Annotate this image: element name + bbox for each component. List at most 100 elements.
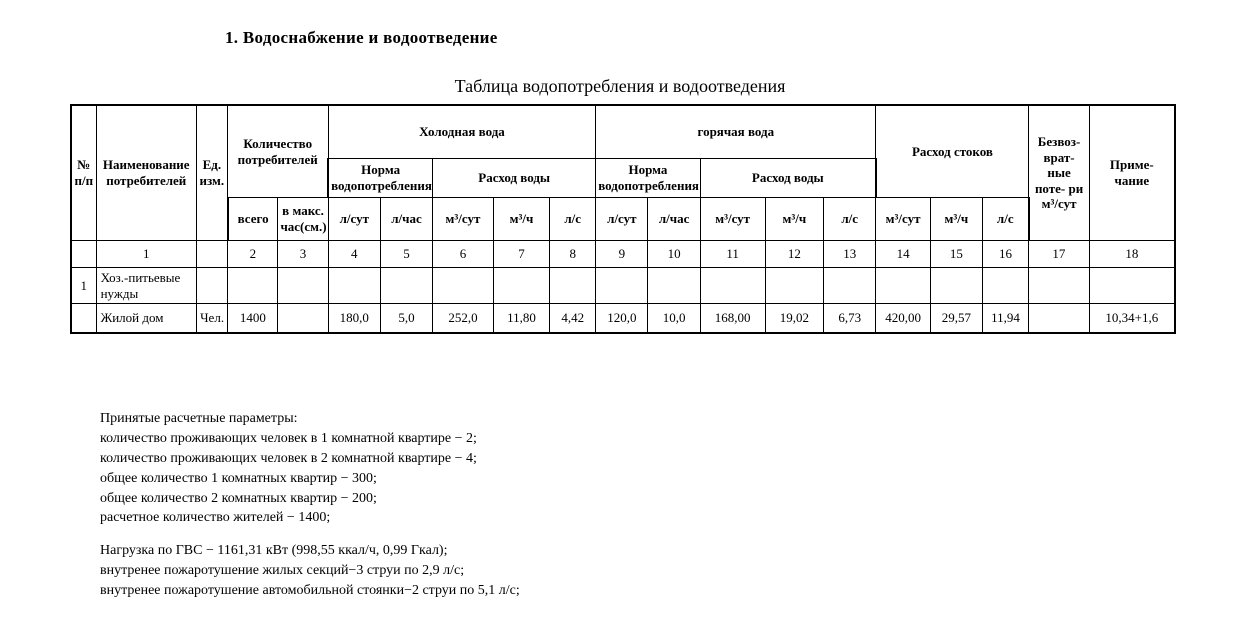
cell: 10,0 — [648, 304, 700, 334]
coln-10: 10 — [648, 241, 700, 268]
cell-unit: Чел. — [196, 304, 227, 334]
sub-cold-m3-ch: м³/ч — [493, 198, 549, 241]
consumers-qty-header: Количество потребителей — [228, 105, 328, 198]
cell: 11,80 — [493, 304, 549, 334]
sub-cold-m3-sut: м³/сут — [433, 198, 494, 241]
coln-3: 3 — [278, 241, 328, 268]
coln-0 — [71, 241, 96, 268]
col-unit-header: Ед. изм. — [196, 105, 227, 241]
cell — [493, 268, 549, 304]
cell — [433, 268, 494, 304]
cell — [876, 268, 930, 304]
sub-max-hour: в макс. час(см.) — [278, 198, 328, 241]
coln-2: 2 — [228, 241, 278, 268]
cell-name: Хоз.-питьевые нужды — [96, 268, 196, 304]
cell — [983, 268, 1029, 304]
coln-5: 5 — [380, 241, 432, 268]
note-line: количество проживающих человек в 1 комна… — [100, 430, 1000, 449]
note-line: внутренее пожаротушение автомобильной ст… — [100, 582, 1000, 601]
cell — [278, 268, 328, 304]
page: 1. Водоснабжение и водоотведение Таблица… — [0, 0, 1240, 640]
cell: 5,0 — [380, 304, 432, 334]
coln-17: 17 — [1029, 241, 1090, 268]
sub-cold-l-chas: л/час — [380, 198, 432, 241]
header-row-1: № п/п Наименование потребителей Ед. изм.… — [71, 105, 1175, 159]
sub-sew-l-s: л/с — [983, 198, 1029, 241]
cell — [550, 268, 596, 304]
cell — [765, 268, 824, 304]
section-title: 1. Водоснабжение и водоотведение — [225, 28, 498, 48]
coln-8: 8 — [550, 241, 596, 268]
cell — [648, 268, 700, 304]
note-line: количество проживающих человек в 2 комна… — [100, 450, 1000, 469]
col-num-header: № п/п — [71, 105, 96, 241]
cell — [278, 304, 328, 334]
cell-name: Жилой дом — [96, 304, 196, 334]
notes-block: Принятые расчетные параметры: количество… — [100, 410, 1000, 602]
sub-total: всего — [228, 198, 278, 241]
hot-flow-header: Расход воды — [700, 159, 876, 198]
table-row: 1 Хоз.-питьевые нужды — [71, 268, 1175, 304]
coln-6: 6 — [433, 241, 494, 268]
note-line: расчетное количество жителей − 1400; — [100, 509, 1000, 528]
note-header: Приме- чание — [1089, 105, 1175, 241]
cell — [328, 268, 380, 304]
cell: 1400 — [228, 304, 278, 334]
table-caption: Таблица водопотребления и водоотведения — [0, 76, 1240, 97]
cell — [1029, 304, 1090, 334]
column-number-row: 1 2 3 4 5 6 7 8 9 10 11 12 13 14 15 16 1… — [71, 241, 1175, 268]
coln-1: 1 — [96, 241, 196, 268]
sub-hot-m3-ch: м³/ч — [765, 198, 824, 241]
cell — [930, 268, 982, 304]
coln-4: 4 — [328, 241, 380, 268]
coln-14: 14 — [876, 241, 930, 268]
cold-norm-header: Норма водопотребления — [328, 159, 433, 198]
coln-18: 18 — [1089, 241, 1175, 268]
sub-sew-m3-sut: м³/сут — [876, 198, 930, 241]
sub-hot-m3-sut: м³/сут — [700, 198, 765, 241]
sub-hot-l-sut: л/сут — [596, 198, 648, 241]
hot-water-header: горячая вода — [596, 105, 876, 159]
cold-water-header: Холодная вода — [328, 105, 596, 159]
cell: 4,42 — [550, 304, 596, 334]
losses-header: Безвоз- врат- ные поте- ри м³/сут — [1029, 105, 1090, 241]
note-line: общее количество 1 комнатных квартир − 3… — [100, 470, 1000, 489]
cold-flow-header: Расход воды — [433, 159, 596, 198]
coln-16: 16 — [983, 241, 1029, 268]
note-line: Нагрузка по ГВС − 1161,31 кВт (998,55 кк… — [100, 542, 1000, 561]
cell: 6,73 — [824, 304, 876, 334]
coln-9: 9 — [596, 241, 648, 268]
cell-unit — [196, 268, 227, 304]
coln-1b — [196, 241, 227, 268]
cell — [228, 268, 278, 304]
cell — [1029, 268, 1090, 304]
cell: 120,0 — [596, 304, 648, 334]
hot-norm-header: Норма водопотребления — [596, 159, 701, 198]
note-line: внутренее пожаротушение жилых секций−3 с… — [100, 562, 1000, 581]
coln-11: 11 — [700, 241, 765, 268]
cell: 252,0 — [433, 304, 494, 334]
cell — [380, 268, 432, 304]
water-table-wrap: № п/п Наименование потребителей Ед. изм.… — [70, 104, 1176, 334]
cell: 168,00 — [700, 304, 765, 334]
cell: 19,02 — [765, 304, 824, 334]
water-table: № п/п Наименование потребителей Ед. изм.… — [70, 104, 1176, 334]
cell — [824, 268, 876, 304]
cell: 10,34+1,6 — [1089, 304, 1175, 334]
col-name-header: Наименование потребителей — [96, 105, 196, 241]
cell — [596, 268, 648, 304]
coln-13: 13 — [824, 241, 876, 268]
sub-cold-l-s: л/с — [550, 198, 596, 241]
sewage-header: Расход стоков — [876, 105, 1029, 198]
table-row: Жилой дом Чел. 1400 180,0 5,0 252,0 11,8… — [71, 304, 1175, 334]
cell-n — [71, 304, 96, 334]
header-row-3: всего в макс. час(см.) л/сут л/час м³/су… — [71, 198, 1175, 241]
sub-hot-l-chas: л/час — [648, 198, 700, 241]
sub-sew-m3-ch: м³/ч — [930, 198, 982, 241]
note-line: общее количество 2 комнатных квартир − 2… — [100, 490, 1000, 509]
cell: 11,94 — [983, 304, 1029, 334]
coln-12: 12 — [765, 241, 824, 268]
cell — [700, 268, 765, 304]
cell: 180,0 — [328, 304, 380, 334]
cell: 29,57 — [930, 304, 982, 334]
